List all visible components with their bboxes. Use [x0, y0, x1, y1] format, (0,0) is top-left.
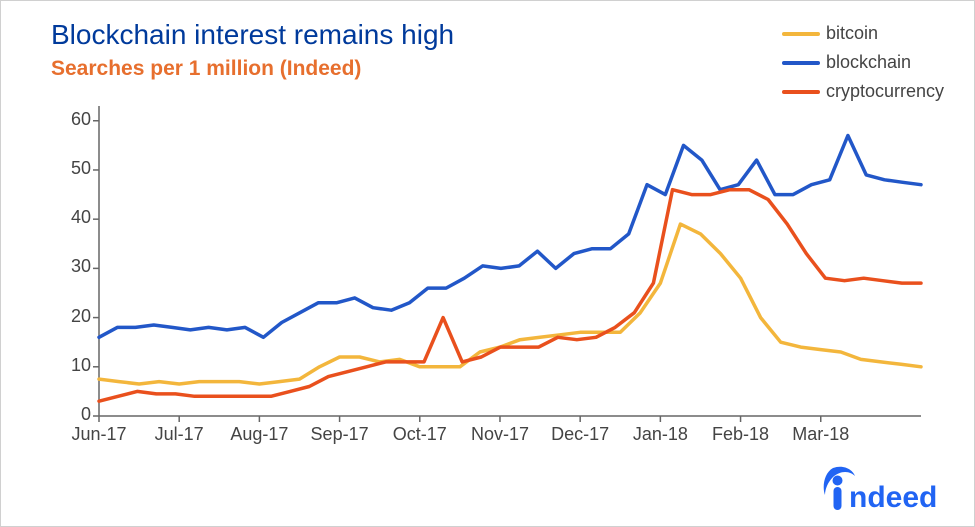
legend-item-bitcoin: bitcoin — [782, 23, 944, 44]
xtick-label: Jun-17 — [71, 424, 126, 445]
chart-subtitle: Searches per 1 million (Indeed) — [51, 57, 361, 81]
xtick-label: Feb-18 — [712, 424, 769, 445]
legend-swatch-blockchain — [782, 61, 820, 65]
legend-label-bitcoin: bitcoin — [826, 23, 878, 44]
ytick-label: 40 — [51, 207, 91, 228]
xtick-label: Mar-18 — [792, 424, 849, 445]
legend-swatch-bitcoin — [782, 32, 820, 36]
xtick-label: Oct-17 — [393, 424, 447, 445]
ytick-label: 30 — [51, 256, 91, 277]
legend-label-blockchain: blockchain — [826, 52, 911, 73]
indeed-logo: ndeed — [819, 465, 949, 518]
chart-container: Blockchain interest remains high Searche… — [0, 0, 975, 527]
xtick-label: Jul-17 — [155, 424, 204, 445]
svg-text:ndeed: ndeed — [849, 481, 937, 513]
chart-title: Blockchain interest remains high — [51, 19, 454, 51]
chart-svg — [51, 96, 931, 456]
xtick-label: Aug-17 — [230, 424, 288, 445]
legend-swatch-crypto — [782, 90, 820, 94]
plot-area: 0 10 20 30 40 50 60 Jun-17 Jul-17 Aug-17 Sep-17 Oct… — [51, 96, 931, 456]
xtick-label: Jan-18 — [633, 424, 688, 445]
ytick-label: 10 — [51, 355, 91, 376]
legend-item-blockchain: blockchain — [782, 52, 944, 73]
xtick-label: Dec-17 — [551, 424, 609, 445]
ytick-label: 50 — [51, 158, 91, 179]
ytick-label: 60 — [51, 109, 91, 130]
logo-svg: ndeed — [819, 465, 949, 513]
xtick-label: Nov-17 — [471, 424, 529, 445]
xtick-label: Sep-17 — [311, 424, 369, 445]
ytick-label: 20 — [51, 306, 91, 327]
ytick-label: 0 — [51, 404, 91, 425]
